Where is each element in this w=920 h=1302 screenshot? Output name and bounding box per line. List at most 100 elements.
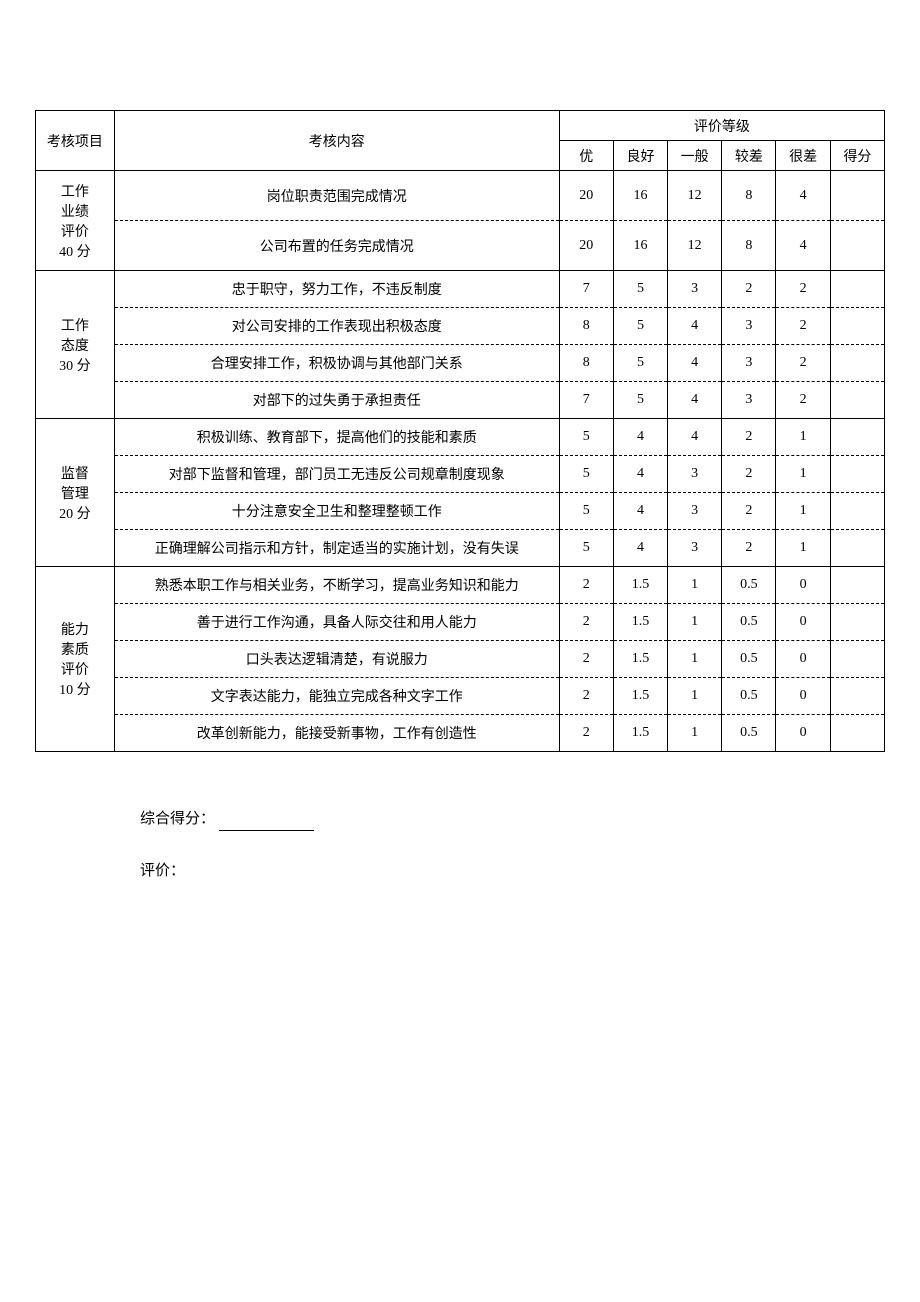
score-cell: 3: [722, 308, 776, 345]
score-cell: 5: [613, 382, 667, 419]
score-cell: 2: [776, 382, 830, 419]
score-cell: 0: [776, 678, 830, 715]
score-cell: 2: [559, 715, 613, 752]
score-cell: [830, 678, 884, 715]
content-cell: 熟悉本职工作与相关业务，不断学习，提高业务知识和能力: [114, 567, 559, 604]
score-cell: 4: [613, 419, 667, 456]
score-cell: 2: [559, 641, 613, 678]
content-cell: 对部下的过失勇于承担责任: [114, 382, 559, 419]
score-cell: 2: [776, 345, 830, 382]
score-cell: 12: [668, 171, 722, 221]
score-cell: 0: [776, 604, 830, 641]
score-cell: 20: [559, 221, 613, 271]
score-cell: 5: [559, 493, 613, 530]
score-cell: 4: [668, 308, 722, 345]
score-cell: 1: [668, 641, 722, 678]
content-cell: 岗位职责范围完成情况: [114, 171, 559, 221]
header-level: 一般: [668, 141, 722, 171]
content-cell: 口头表达逻辑清楚，有说服力: [114, 641, 559, 678]
score-cell: 3: [668, 271, 722, 308]
score-cell: 5: [613, 345, 667, 382]
content-cell: 善于进行工作沟通，具备人际交往和用人能力: [114, 604, 559, 641]
score-cell: 12: [668, 221, 722, 271]
category-cell: 监督管理20 分: [36, 419, 115, 567]
score-cell: 2: [722, 271, 776, 308]
score-cell: 2: [559, 604, 613, 641]
score-cell: 0.5: [722, 567, 776, 604]
header-content: 考核内容: [114, 111, 559, 171]
score-cell: [830, 715, 884, 752]
score-cell: 1.5: [613, 641, 667, 678]
score-cell: [830, 604, 884, 641]
score-cell: [830, 456, 884, 493]
content-cell: 改革创新能力，能接受新事物，工作有创造性: [114, 715, 559, 752]
score-cell: 8: [559, 345, 613, 382]
score-cell: 1: [776, 419, 830, 456]
score-cell: 4: [668, 382, 722, 419]
header-rating-group: 评价等级: [559, 111, 884, 141]
score-cell: 3: [722, 345, 776, 382]
score-cell: 5: [559, 530, 613, 567]
score-cell: 1.5: [613, 715, 667, 752]
score-cell: [830, 493, 884, 530]
score-cell: 5: [613, 271, 667, 308]
score-cell: 3: [722, 382, 776, 419]
score-cell: 4: [613, 530, 667, 567]
score-cell: 1: [776, 493, 830, 530]
score-cell: 4: [668, 345, 722, 382]
content-cell: 积极训练、教育部下，提高他们的技能和素质: [114, 419, 559, 456]
score-cell: 1: [668, 678, 722, 715]
score-cell: 0.5: [722, 604, 776, 641]
score-cell: 4: [613, 456, 667, 493]
score-cell: 8: [559, 308, 613, 345]
score-cell: [830, 641, 884, 678]
content-cell: 公司布置的任务完成情况: [114, 221, 559, 271]
score-cell: 8: [722, 171, 776, 221]
score-cell: 1: [776, 456, 830, 493]
content-cell: 对部下监督和管理，部门员工无违反公司规章制度现象: [114, 456, 559, 493]
score-cell: 1: [668, 715, 722, 752]
score-cell: 2: [559, 678, 613, 715]
score-cell: 4: [776, 221, 830, 271]
content-cell: 十分注意安全卫生和整理整顿工作: [114, 493, 559, 530]
score-cell: 20: [559, 171, 613, 221]
score-cell: 2: [722, 493, 776, 530]
score-cell: 0.5: [722, 641, 776, 678]
score-cell: 2: [722, 419, 776, 456]
score-cell: 2: [559, 567, 613, 604]
score-cell: 7: [559, 382, 613, 419]
header-category: 考核项目: [36, 111, 115, 171]
score-cell: 4: [613, 493, 667, 530]
score-cell: 3: [668, 493, 722, 530]
footer-section: 综合得分： 评价：: [35, 807, 885, 883]
score-cell: [830, 308, 884, 345]
score-cell: 3: [668, 456, 722, 493]
score-cell: [830, 567, 884, 604]
header-level: 较差: [722, 141, 776, 171]
score-cell: 2: [722, 456, 776, 493]
score-cell: 2: [776, 271, 830, 308]
content-cell: 对公司安排的工作表现出积极态度: [114, 308, 559, 345]
score-cell: 3: [668, 530, 722, 567]
evaluation-table: 考核项目考核内容评价等级优良好一般较差很差得分工作业绩评价40 分岗位职责范围完…: [35, 110, 885, 752]
content-cell: 正确理解公司指示和方针，制定适当的实施计划，没有失误: [114, 530, 559, 567]
score-cell: 5: [559, 419, 613, 456]
score-cell: 4: [668, 419, 722, 456]
score-cell: [830, 382, 884, 419]
score-cell: 1.5: [613, 678, 667, 715]
category-cell: 能力素质评价10 分: [36, 567, 115, 752]
score-cell: 0: [776, 567, 830, 604]
score-cell: 5: [613, 308, 667, 345]
score-cell: 1: [776, 530, 830, 567]
score-cell: 1.5: [613, 567, 667, 604]
content-cell: 文字表达能力，能独立完成各种文字工作: [114, 678, 559, 715]
score-cell: [830, 171, 884, 221]
score-cell: 1: [668, 604, 722, 641]
score-cell: 1.5: [613, 604, 667, 641]
score-cell: 5: [559, 456, 613, 493]
score-cell: [830, 345, 884, 382]
category-cell: 工作业绩评价40 分: [36, 171, 115, 271]
score-cell: [830, 530, 884, 567]
header-level: 优: [559, 141, 613, 171]
evaluation-label: 评价：: [140, 863, 185, 879]
